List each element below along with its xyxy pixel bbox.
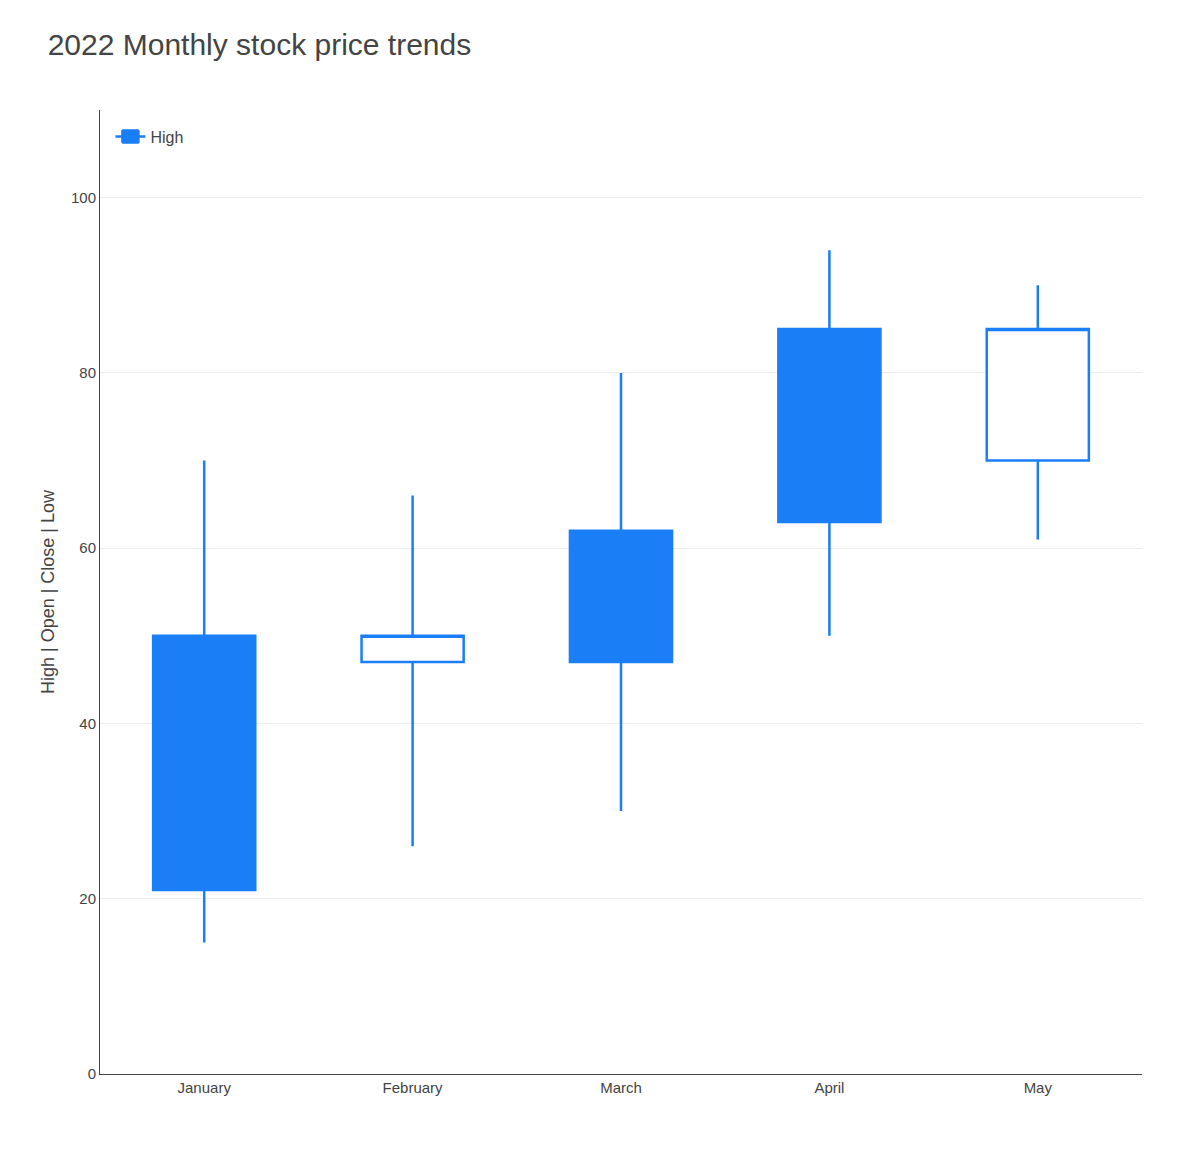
svg-text:2022 Monthly stock price trend: 2022 Monthly stock price trends	[48, 28, 472, 61]
svg-text:April: April	[814, 1079, 844, 1096]
svg-text:20: 20	[79, 890, 96, 907]
svg-text:High | Open | Close | Low: High | Open | Close | Low	[38, 489, 58, 694]
svg-text:February: February	[383, 1079, 444, 1096]
svg-text:100: 100	[71, 189, 96, 206]
svg-text:80: 80	[79, 364, 96, 381]
svg-text:High: High	[150, 129, 183, 146]
svg-text:May: May	[1024, 1079, 1053, 1096]
svg-text:March: March	[600, 1079, 642, 1096]
svg-text:January: January	[178, 1079, 232, 1096]
svg-text:40: 40	[79, 715, 96, 732]
svg-text:0: 0	[88, 1065, 96, 1082]
svg-text:60: 60	[79, 539, 96, 556]
